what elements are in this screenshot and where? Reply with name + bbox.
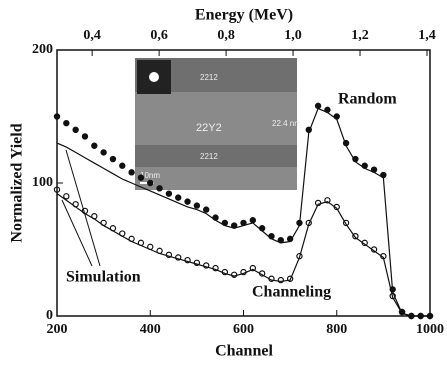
inset-spot <box>149 72 159 82</box>
data-point <box>288 236 293 241</box>
data-point <box>148 244 153 249</box>
data-point <box>334 114 339 119</box>
x-axis-title: Channel <box>215 343 273 360</box>
data-point <box>110 226 115 231</box>
inset-label: 2212 <box>200 152 218 161</box>
data-point <box>325 107 330 112</box>
data-point <box>222 220 227 225</box>
data-point <box>129 170 134 175</box>
data-point <box>194 203 199 208</box>
x-tick-label: 400 <box>140 322 161 337</box>
data-point <box>157 248 162 253</box>
data-point <box>92 214 97 219</box>
simulation-line <box>57 194 430 316</box>
data-point <box>148 180 153 185</box>
y-tick-label: 0 <box>46 308 53 323</box>
data-point <box>269 234 274 239</box>
series-label: Channeling <box>252 284 331 301</box>
data-point <box>204 207 209 212</box>
x2-tick-label: 1,4 <box>418 28 436 43</box>
data-point <box>241 220 246 225</box>
data-point <box>138 175 143 180</box>
data-point <box>353 156 358 161</box>
data-point <box>129 236 134 241</box>
data-point <box>92 143 97 148</box>
inset-label: 2212 <box>200 73 218 82</box>
x-tick-label: 600 <box>233 322 254 337</box>
data-point <box>250 218 255 223</box>
y-tick-label: 100 <box>32 175 53 190</box>
data-point <box>73 127 78 132</box>
x-tick-label: 800 <box>326 322 347 337</box>
data-point <box>343 141 348 146</box>
inset-label: 22.4 nm <box>272 119 301 128</box>
data-point <box>297 220 302 225</box>
x2-tick-label: 0,6 <box>150 28 168 43</box>
data-point <box>306 127 311 132</box>
data-point <box>120 163 125 168</box>
data-point <box>278 238 283 243</box>
x2-tick-label: 0,4 <box>83 28 101 43</box>
data-point <box>260 226 265 231</box>
x2-tick-label: 1,0 <box>284 28 302 43</box>
data-point <box>64 194 69 199</box>
data-point <box>316 103 321 108</box>
data-point <box>110 156 115 161</box>
data-point <box>166 191 171 196</box>
inset-image: 2212 22Y2 2212 22.4 nm 10nm <box>135 58 301 190</box>
data-point <box>362 163 367 168</box>
data-point <box>73 202 78 207</box>
data-point <box>101 220 106 225</box>
data-point <box>101 150 106 155</box>
top-axis-title: Energy (MeV) <box>195 7 293 24</box>
data-point <box>138 240 143 245</box>
data-point <box>390 287 395 292</box>
data-point <box>176 195 181 200</box>
annotation-arrow <box>66 150 100 266</box>
data-point <box>120 231 125 236</box>
x2-tick-label: 0,8 <box>217 28 235 43</box>
inset-label: 22Y2 <box>196 122 222 134</box>
y-axis-title: Normalized Yield <box>9 123 26 242</box>
chart: Energy (MeV) Channel Normalized Yield 22… <box>0 0 447 365</box>
data-point <box>185 199 190 204</box>
simulation-label: Simulation <box>66 269 141 286</box>
data-point <box>157 186 162 191</box>
data-point <box>371 167 376 172</box>
data-point <box>232 223 237 228</box>
data-point <box>381 172 386 177</box>
x-tick-label: 200 <box>47 322 68 337</box>
x2-tick-label: 1,2 <box>351 28 369 43</box>
data-point <box>64 121 69 126</box>
data-point <box>213 215 218 220</box>
data-point <box>82 134 87 139</box>
data-point <box>82 208 87 213</box>
series-label: Random <box>338 91 397 108</box>
data-point <box>54 114 59 119</box>
x-tick-label: 1000 <box>416 322 444 337</box>
y-tick-label: 200 <box>32 42 53 57</box>
